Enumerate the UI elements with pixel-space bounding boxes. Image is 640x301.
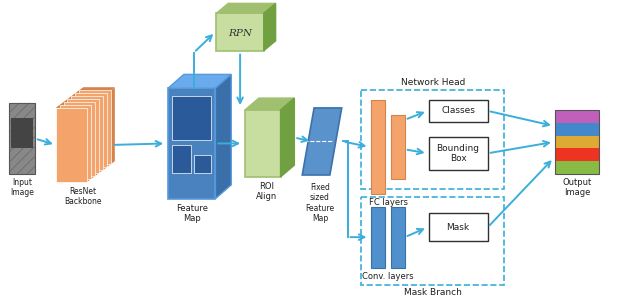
Text: Input
Image: Input Image bbox=[10, 178, 34, 197]
Text: ROI
Align: ROI Align bbox=[256, 182, 277, 201]
FancyBboxPatch shape bbox=[72, 96, 103, 170]
FancyBboxPatch shape bbox=[391, 206, 405, 268]
FancyBboxPatch shape bbox=[56, 108, 87, 182]
Polygon shape bbox=[245, 98, 294, 110]
Text: Mask: Mask bbox=[447, 223, 470, 232]
Polygon shape bbox=[103, 93, 107, 170]
Polygon shape bbox=[56, 105, 91, 108]
Polygon shape bbox=[168, 88, 216, 199]
Polygon shape bbox=[216, 13, 264, 51]
Polygon shape bbox=[216, 74, 231, 199]
FancyBboxPatch shape bbox=[67, 99, 99, 173]
FancyBboxPatch shape bbox=[60, 105, 91, 179]
Polygon shape bbox=[79, 87, 115, 90]
FancyBboxPatch shape bbox=[194, 155, 211, 173]
Polygon shape bbox=[280, 98, 294, 177]
FancyBboxPatch shape bbox=[555, 161, 599, 174]
FancyBboxPatch shape bbox=[76, 93, 107, 167]
Polygon shape bbox=[91, 102, 95, 179]
Text: Network Head: Network Head bbox=[401, 78, 465, 87]
FancyBboxPatch shape bbox=[79, 90, 111, 164]
Text: ResNet
Backbone: ResNet Backbone bbox=[65, 187, 102, 206]
Polygon shape bbox=[95, 99, 99, 176]
Text: Bounding
Box: Bounding Box bbox=[436, 144, 479, 163]
Polygon shape bbox=[87, 105, 91, 182]
Text: Classes: Classes bbox=[441, 106, 475, 115]
Polygon shape bbox=[63, 99, 99, 102]
FancyBboxPatch shape bbox=[172, 145, 191, 173]
Polygon shape bbox=[72, 93, 107, 96]
Polygon shape bbox=[216, 3, 276, 13]
FancyBboxPatch shape bbox=[555, 135, 599, 148]
FancyBboxPatch shape bbox=[391, 115, 405, 179]
Polygon shape bbox=[245, 110, 280, 177]
Polygon shape bbox=[60, 102, 95, 105]
FancyBboxPatch shape bbox=[429, 137, 488, 170]
FancyBboxPatch shape bbox=[9, 103, 35, 174]
FancyBboxPatch shape bbox=[555, 110, 599, 123]
Text: FC layers: FC layers bbox=[369, 198, 408, 207]
FancyBboxPatch shape bbox=[371, 206, 385, 268]
FancyBboxPatch shape bbox=[429, 100, 488, 122]
FancyBboxPatch shape bbox=[63, 102, 95, 176]
Polygon shape bbox=[107, 90, 111, 167]
Text: Conv. layers: Conv. layers bbox=[362, 272, 414, 281]
Polygon shape bbox=[67, 96, 103, 99]
Polygon shape bbox=[168, 74, 231, 88]
Polygon shape bbox=[111, 87, 115, 164]
Polygon shape bbox=[76, 90, 111, 93]
Polygon shape bbox=[99, 96, 103, 173]
Text: Fixed
sized
Feature
Map: Fixed sized Feature Map bbox=[305, 183, 335, 223]
FancyBboxPatch shape bbox=[555, 148, 599, 161]
FancyBboxPatch shape bbox=[429, 213, 488, 241]
Polygon shape bbox=[302, 108, 342, 175]
Polygon shape bbox=[264, 3, 276, 51]
Text: Mask Branch: Mask Branch bbox=[404, 288, 462, 297]
FancyBboxPatch shape bbox=[12, 118, 33, 148]
Text: Output
Image: Output Image bbox=[563, 178, 591, 197]
FancyBboxPatch shape bbox=[172, 96, 211, 141]
Text: RPN: RPN bbox=[228, 29, 252, 39]
FancyBboxPatch shape bbox=[371, 100, 385, 194]
Text: Feature
Map: Feature Map bbox=[176, 203, 208, 223]
FancyBboxPatch shape bbox=[555, 123, 599, 135]
